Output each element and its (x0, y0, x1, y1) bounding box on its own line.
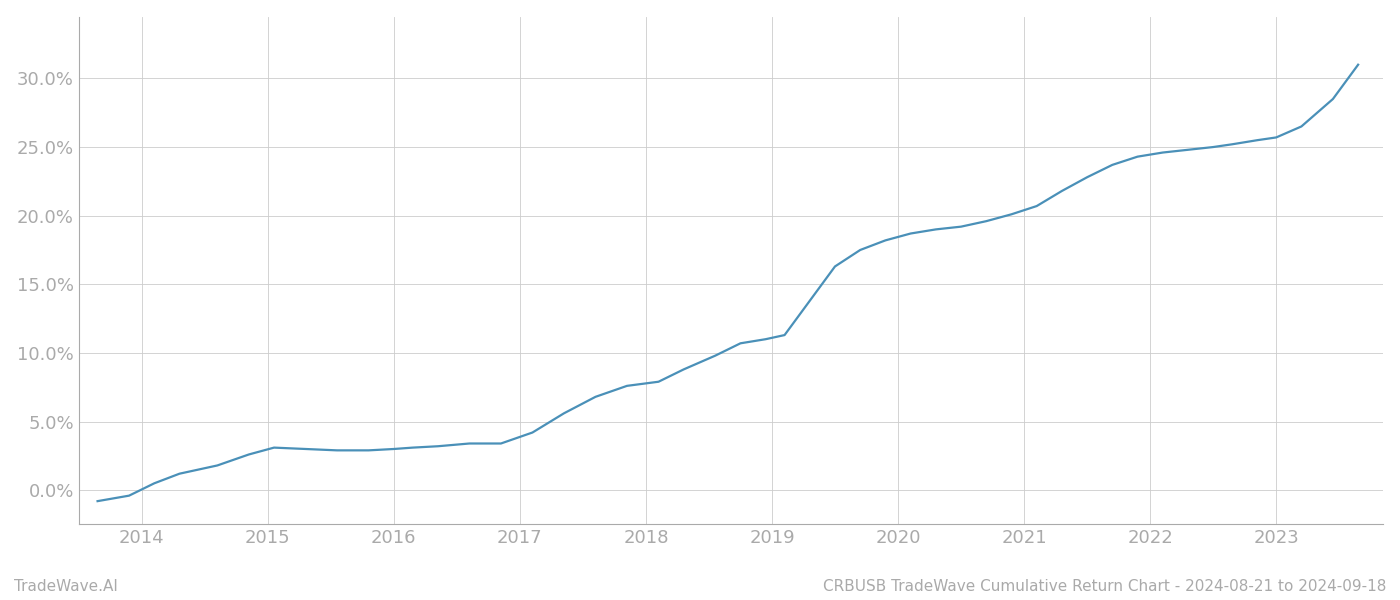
Text: TradeWave.AI: TradeWave.AI (14, 579, 118, 594)
Text: CRBUSB TradeWave Cumulative Return Chart - 2024-08-21 to 2024-09-18: CRBUSB TradeWave Cumulative Return Chart… (823, 579, 1386, 594)
